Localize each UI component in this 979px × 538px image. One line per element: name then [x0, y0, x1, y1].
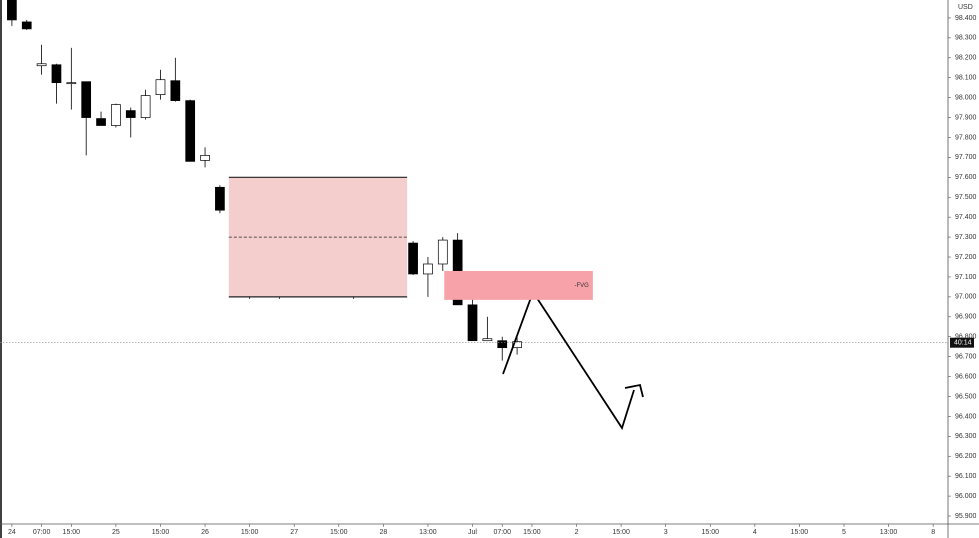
- y-tick-label: 97.400: [955, 214, 977, 221]
- candle-body: [215, 186, 225, 211]
- candle-body: [81, 81, 92, 118]
- x-tick-label: 07:00: [33, 529, 51, 536]
- y-tick-label: 97.700: [955, 154, 977, 161]
- x-tick-label: 4: [753, 529, 757, 536]
- y-tick-label: 96.900: [955, 314, 977, 321]
- y-tick-label: 96.700: [955, 353, 977, 360]
- x-tick-label: 2: [575, 529, 579, 536]
- y-tick-label: 96.600: [955, 373, 977, 380]
- projection-arrow: [502, 290, 635, 431]
- candle-body: [437, 239, 448, 265]
- fvg-label: -FVG: [575, 283, 590, 289]
- x-tick-label: 15:00: [63, 529, 81, 536]
- candle-body: [155, 79, 166, 95]
- current-price-tag: [950, 337, 974, 348]
- x-tick-label: 24: [8, 529, 16, 536]
- x-tick-label: 27: [290, 529, 298, 536]
- y-tick-label: 97.000: [955, 294, 977, 301]
- candle-body: [185, 100, 196, 162]
- projection-arrowhead: [624, 383, 644, 398]
- currency-label: USD: [958, 4, 973, 11]
- candle-body: [512, 341, 522, 349]
- candle-body: [51, 64, 62, 84]
- candle-body: [96, 118, 106, 126]
- x-tick-label: 28: [379, 529, 387, 536]
- y-tick-label: 95.900: [955, 513, 977, 520]
- y-tick-label: 97.300: [955, 234, 977, 241]
- y-tick-label: 96.000: [955, 493, 977, 500]
- x-tick-label: 15:00: [523, 529, 541, 536]
- y-tick-label: 98.100: [955, 75, 977, 82]
- candle-body: [7, 0, 17, 21]
- y-tick-label: 97.900: [955, 114, 977, 121]
- x-tick-label: 15:00: [152, 529, 170, 536]
- candle-body: [125, 110, 136, 118]
- x-tick-label: 8: [931, 529, 935, 536]
- x-tick-label: 15:00: [330, 529, 348, 536]
- y-tick-label: 98.200: [955, 55, 977, 62]
- candle-body: [408, 242, 418, 275]
- x-tick-label: 15:00: [241, 529, 259, 536]
- x-tick-label: 13:00: [419, 529, 437, 536]
- y-tick-label: 97.100: [955, 274, 977, 281]
- x-tick-label: 26: [201, 529, 209, 536]
- y-tick-label: 96.500: [955, 393, 977, 400]
- candle-body: [140, 95, 151, 118]
- candle-body: [21, 21, 32, 30]
- y-tick-label: 97.200: [955, 254, 977, 261]
- y-tick-label: 97.500: [955, 194, 977, 201]
- x-tick-label: 25: [112, 529, 120, 536]
- y-tick-label: 97.600: [955, 174, 977, 181]
- y-tick-label: 98.000: [955, 94, 977, 101]
- y-tick-label: 96.400: [955, 413, 977, 420]
- x-tick-label: 5: [842, 529, 846, 536]
- candle-body: [423, 263, 433, 275]
- y-tick-label: 96.300: [955, 433, 977, 440]
- candle-body: [170, 80, 181, 101]
- candle-body: [482, 338, 493, 342]
- x-tick-label: 15:00: [701, 529, 719, 536]
- y-tick-label: 96.200: [955, 453, 977, 460]
- x-tick-label: 3: [664, 529, 668, 536]
- y-tick-label: 97.800: [955, 134, 977, 141]
- candle-body: [36, 63, 47, 67]
- x-tick-label: 15:00: [791, 529, 809, 536]
- candle-body: [467, 304, 478, 342]
- y-tick-label: 96.100: [955, 473, 977, 480]
- y-tick-label: 98.300: [955, 35, 977, 42]
- range-box: [228, 177, 408, 297]
- candle-body: [66, 82, 77, 85]
- current-price-label: 40:14: [954, 340, 972, 347]
- fvg-box: [444, 270, 593, 300]
- x-tick-label: 07:00: [493, 529, 511, 536]
- candle-body: [111, 104, 121, 126]
- x-tick-label: 13:00: [880, 529, 898, 536]
- y-tick-label: 98.400: [955, 15, 977, 22]
- x-tick-label: Jul: [468, 529, 477, 536]
- candle-body: [200, 155, 210, 161]
- y-tick-label: 96.800: [955, 334, 977, 341]
- candle-body: [497, 340, 508, 349]
- x-tick-label: 15:00: [612, 529, 630, 536]
